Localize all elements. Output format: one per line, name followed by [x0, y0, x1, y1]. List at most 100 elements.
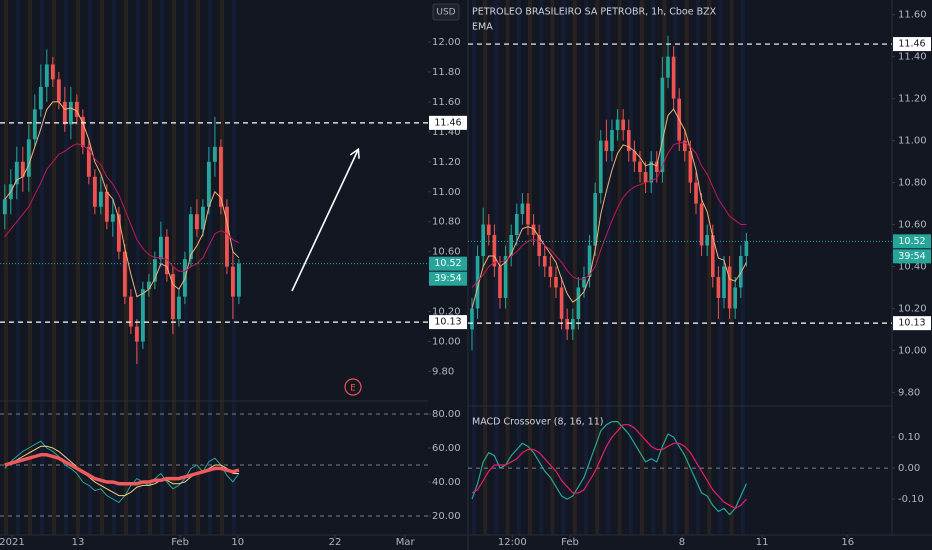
last-price-box [429, 256, 467, 271]
stripe [640, 0, 644, 535]
candle-body [576, 287, 581, 319]
candle-body [236, 263, 241, 297]
stripe [505, 0, 510, 535]
candle-body [694, 182, 698, 204]
candle-body [152, 259, 157, 282]
candle-body [492, 235, 497, 267]
stripe [100, 0, 104, 535]
candle-body [498, 266, 502, 298]
candle-body [470, 308, 474, 330]
stripe [684, 0, 689, 535]
candle-body [559, 287, 564, 319]
x-tick-label: 16 [841, 537, 854, 548]
level-label: 11.46 [434, 117, 461, 128]
y-tick-label: 20.00 [432, 511, 461, 522]
candle-body [20, 161, 25, 177]
stripe [64, 0, 68, 535]
stripe [136, 0, 140, 535]
pane-title: MACD Crossover (8, 16, 11) [472, 417, 603, 428]
candle-body [699, 203, 704, 246]
candle-body [80, 116, 85, 147]
stripe [516, 0, 521, 535]
stripe [696, 0, 700, 535]
last-price-box [893, 234, 931, 249]
bar-countdown: 39:54 [434, 273, 461, 284]
ema-line [471, 108, 747, 309]
level-label: 10.13 [434, 317, 461, 328]
earnings-circle[interactable] [344, 378, 362, 396]
candle-body [2, 199, 7, 215]
candle-body [176, 296, 181, 320]
candle-body [514, 214, 519, 236]
stripe [148, 0, 152, 535]
y-tick-label: -0.10 [898, 494, 924, 505]
y-tick-label: 9.80 [898, 387, 920, 398]
y-tick-label: 60.00 [432, 443, 461, 454]
stripe [528, 0, 532, 535]
y-tick-label: 11.80 [432, 67, 461, 78]
stripe [40, 0, 44, 535]
earnings-marker[interactable]: E [350, 384, 356, 394]
x-tick-label: 10 [231, 537, 244, 548]
level-label: 11.46 [898, 39, 925, 50]
bar-countdown-box [893, 249, 931, 264]
stripe [740, 0, 745, 535]
indicator-line [471, 421, 747, 516]
candle-body [140, 289, 145, 342]
y-tick-label: 11.40 [898, 52, 927, 63]
x-tick-label: Feb [561, 537, 579, 548]
candle-body [188, 214, 193, 260]
candle-body [632, 151, 637, 162]
stripe [483, 0, 488, 535]
stripe [472, 0, 476, 535]
stripe [729, 0, 734, 535]
stripe [112, 0, 116, 535]
currency-button[interactable] [432, 3, 460, 21]
stripe [584, 0, 588, 535]
y-tick-label: 10.00 [898, 345, 927, 356]
candle-body [582, 276, 586, 288]
candle-body [74, 101, 79, 117]
y-tick-label: 10.00 [432, 337, 461, 348]
candle-body [62, 101, 67, 125]
candle-body [116, 214, 121, 252]
candle-body [98, 191, 103, 207]
candle-body [738, 256, 743, 288]
candle-body [710, 235, 715, 277]
stripe [628, 0, 633, 535]
level-label: 10.13 [898, 318, 925, 329]
currency[interactable]: USD [436, 8, 455, 18]
x-tick-label: Mar [396, 537, 416, 548]
candle-body [682, 140, 687, 152]
candle-body [110, 214, 115, 222]
stripe [550, 0, 555, 535]
chart-title: PETROLEO BRASILEIRO SA PETROBR, 1h, Cboe… [472, 7, 717, 18]
stripe [707, 0, 712, 535]
candle-body [194, 214, 199, 230]
y-tick-label: 40.00 [432, 477, 461, 488]
candle-body [638, 161, 642, 173]
candle-body [481, 224, 485, 257]
y-tick-label: 10.20 [432, 307, 461, 318]
ema-line [4, 143, 240, 272]
y-tick-label: 10.80 [432, 217, 461, 228]
stripe [572, 0, 577, 535]
candle-body [722, 266, 726, 298]
stripe [651, 0, 656, 535]
candle-body [548, 266, 553, 277]
y-tick-label: 80.00 [432, 409, 461, 420]
stripe [76, 0, 80, 535]
candle-body [643, 172, 648, 183]
candle-body [158, 236, 163, 260]
bar-countdown-box [429, 271, 467, 286]
x-tick-label: 12:00 [498, 537, 527, 548]
charts: 9.80 10.00 10.20 10.40 10.60 10.80 11.00 11.20 1… [0, 7, 931, 548]
session-stripes [4, 0, 745, 535]
candle-body [486, 224, 491, 236]
y-tick-label: 11.40 [432, 127, 461, 138]
candle-body [212, 146, 217, 162]
candle-body [104, 191, 109, 222]
y-tick-label: 9.80 [432, 367, 454, 378]
candle-body [621, 119, 626, 131]
bar-countdown: 39:54 [898, 251, 925, 262]
